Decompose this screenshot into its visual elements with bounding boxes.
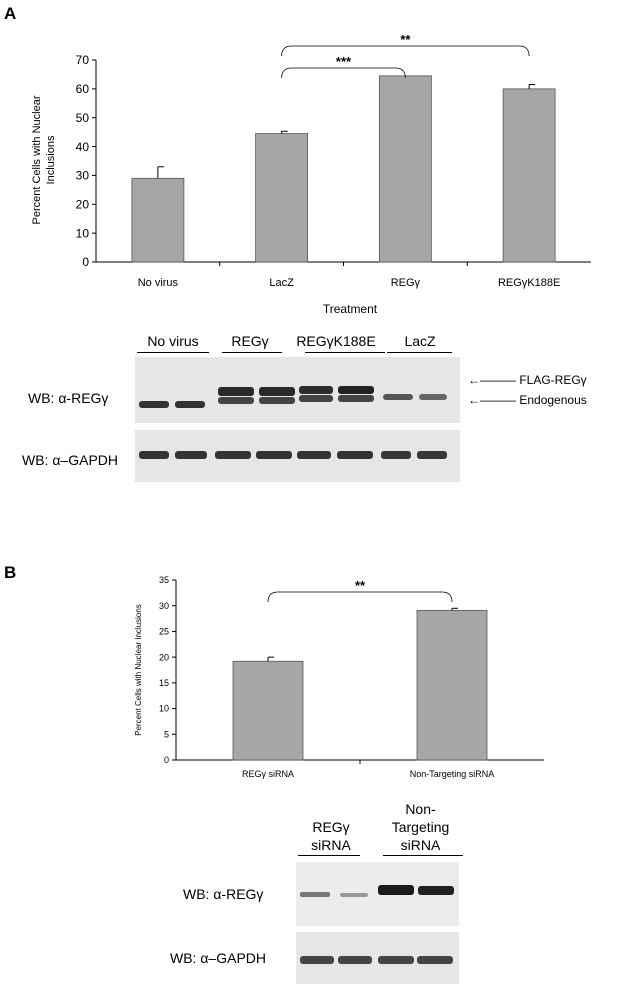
chart-a-ytick-label: 70 — [76, 53, 90, 67]
chart-a-bar — [131, 177, 185, 263]
chart-b-bar — [416, 609, 488, 761]
blot-b-gapdh-image — [296, 932, 459, 984]
chart-a-category-label: REGγ — [391, 277, 421, 289]
blot-a-arrow-flag-label: FLAG-REGγ — [519, 373, 587, 387]
chart-a-ytick-label: 10 — [76, 226, 90, 240]
chart-b-ytick-label: 10 — [159, 704, 169, 714]
chart-b-ytick-label: 0 — [164, 755, 169, 765]
blot-a-underline-2 — [222, 352, 282, 353]
blot-a-row1-label: WB: α-REGγ — [28, 390, 109, 406]
chart-a-ylabel-line2: Inclusions — [45, 135, 57, 184]
blot-b-lane-nt-line3: siRNA — [400, 837, 441, 853]
chart-b-ytick-label: 25 — [159, 627, 169, 637]
blot-a-arrow-endogenous-label: Endogenous — [519, 393, 587, 407]
blot-b-lane-nt-line1: Non- — [405, 801, 436, 817]
chart-a: 0 10 20 30 40 50 60 70 No virus LacZ REGγ REGγK188E… — [31, 32, 591, 316]
chart-a-ylabel-line1: Percent Cells with Nuclear — [31, 95, 43, 224]
blot-a-lane-novirus: No virus — [147, 333, 199, 349]
chart-b-ytick-label: 20 — [159, 652, 169, 662]
blot-a-lane-regg: REGγ — [231, 333, 269, 349]
blot-b-lane-regg-line2: siRNA — [311, 837, 351, 853]
chart-a-ytick-label: 30 — [76, 169, 90, 183]
blot-b-underline-1 — [298, 855, 360, 856]
blot-a-underline-4 — [387, 352, 452, 353]
blot-a-lane-k188e: REGγK188E — [296, 333, 376, 349]
blot-b-lane-regg: REGγ siRNA — [296, 818, 366, 854]
arrow-left-icon: ←——— — [468, 373, 516, 387]
chart-a-ytick-label: 40 — [76, 140, 90, 154]
blot-b-regg-image — [296, 862, 459, 926]
chart-b-sig-label: ** — [355, 578, 366, 593]
chart-b: 0 5 10 15 20 25 30 35 REGγ siRNA Non-Targeting si… — [134, 575, 544, 779]
blot-a-gapdh-image — [135, 430, 460, 482]
chart-a-xlabel: Treatment — [323, 302, 378, 316]
chart-a-sig-bracket — [281, 67, 406, 79]
chart-a-bar — [378, 75, 432, 263]
chart-a-category-label: No virus — [138, 277, 179, 289]
chart-a-bar — [255, 133, 309, 263]
chart-a-category-label: LacZ — [269, 277, 294, 289]
blot-b-lane-nt-line2: Targeting — [391, 819, 450, 835]
chart-b-category-label: REGγ siRNA — [242, 769, 294, 779]
chart-b-ytick-label: 5 — [164, 729, 169, 739]
chart-b-bar — [232, 660, 304, 761]
chart-a-sig-label: *** — [336, 54, 352, 69]
arrow-left-icon: ←——— — [468, 393, 516, 407]
chart-b-ytick-label: 30 — [159, 601, 169, 611]
chart-b-sig-bracket — [267, 591, 453, 603]
chart-a-ytick-label: 20 — [76, 197, 90, 211]
chart-b-ytick-label: 35 — [159, 575, 169, 585]
blot-a-lane-lacz: LacZ — [404, 333, 436, 349]
chart-a-sig-bracket — [281, 45, 530, 57]
blot-a-underline-1 — [137, 352, 209, 353]
chart-b-ylabel: Percent Cells with Nuclear Inclusions — [134, 604, 143, 736]
chart-a-ytick-label: 60 — [76, 82, 90, 96]
blot-a-arrow-endogenous: ←——— Endogenous — [468, 393, 587, 407]
blot-a-regg-image — [135, 357, 460, 423]
blot-a-arrow-flag: ←——— FLAG-REGγ — [468, 373, 587, 387]
panel-a-letter: A — [4, 4, 17, 23]
blot-a-underline-3 — [305, 352, 385, 353]
blot-b-lane-nt: Non- Targeting siRNA — [378, 800, 463, 854]
blot-b-lane-regg-line1: REGγ — [312, 819, 350, 835]
blot-b-row2-label: WB: α–GAPDH — [170, 950, 266, 966]
blot-b-underline-2 — [383, 855, 463, 856]
chart-b-category-label: Non-Targeting siRNA — [410, 769, 495, 779]
chart-b-ytick-label: 15 — [159, 678, 169, 688]
chart-a-bar — [502, 88, 556, 263]
chart-a-ytick-label: 0 — [82, 255, 89, 269]
blot-a-row2-label: WB: α–GAPDH — [22, 452, 118, 468]
chart-a-ytick-label: 50 — [76, 111, 90, 125]
blot-b-row1-label: WB: α-REGγ — [183, 886, 264, 902]
chart-a-category-label: REGγK188E — [498, 277, 560, 289]
panel-b-letter: B — [4, 563, 17, 582]
chart-a-sig-label: ** — [400, 32, 411, 47]
